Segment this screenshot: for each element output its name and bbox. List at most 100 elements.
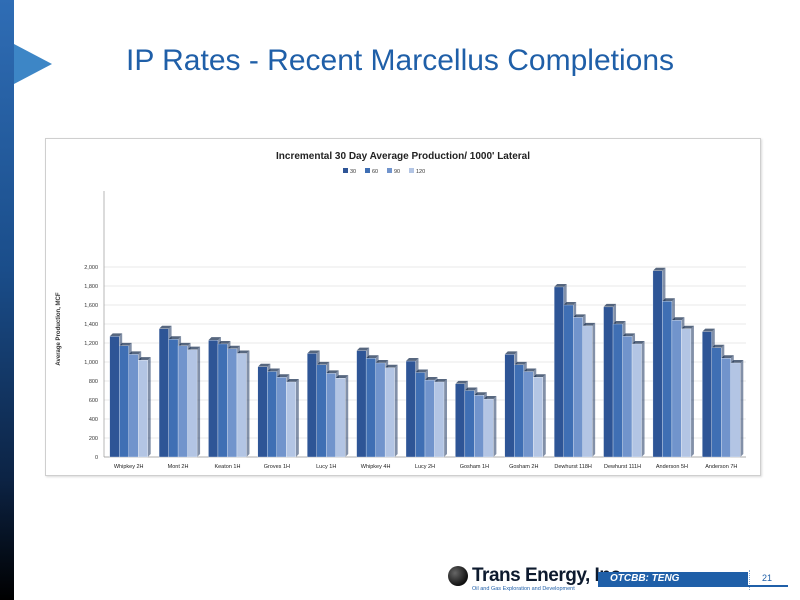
legend-swatch-120 bbox=[409, 168, 414, 173]
bar-120-0 bbox=[138, 359, 148, 458]
y-tick-label: 600 bbox=[89, 398, 98, 404]
bar-side bbox=[345, 375, 349, 457]
bar-top bbox=[236, 350, 250, 354]
bar-side bbox=[246, 350, 250, 457]
legend-swatch-60 bbox=[365, 168, 370, 173]
bar-top bbox=[464, 387, 478, 391]
bar-top bbox=[563, 302, 577, 305]
bar-90-1 bbox=[177, 345, 188, 458]
bar-90-7 bbox=[474, 395, 485, 458]
x-tick-label: Dewhurst 111H bbox=[604, 464, 641, 470]
bar-120-6 bbox=[434, 381, 445, 458]
bar-60-9 bbox=[563, 304, 574, 458]
bar-top bbox=[474, 392, 487, 396]
bar-90-9 bbox=[573, 317, 583, 458]
bar-30-10 bbox=[603, 306, 614, 458]
company-tagline: Oil and Gas Exploration and Development bbox=[472, 586, 575, 592]
bar-120-5 bbox=[384, 367, 395, 458]
bar-60-5 bbox=[365, 358, 376, 458]
bar-top bbox=[187, 346, 201, 350]
chart-bars bbox=[109, 267, 744, 458]
bar-top bbox=[257, 363, 271, 367]
bar-top bbox=[335, 375, 349, 379]
bar-side bbox=[444, 378, 447, 457]
x-tick-label: Whipkey 4H bbox=[361, 464, 391, 470]
bar-30-9 bbox=[554, 286, 564, 458]
bar-60-3 bbox=[267, 371, 277, 458]
bar-side bbox=[394, 364, 398, 457]
bar-120-7 bbox=[483, 398, 494, 458]
legend-label-60: 60 bbox=[372, 169, 378, 175]
bar-60-1 bbox=[168, 339, 179, 458]
bar-top bbox=[455, 380, 468, 384]
ticker-badge: OTCBB: TENG bbox=[598, 572, 748, 586]
page-divider bbox=[749, 570, 750, 590]
bar-top bbox=[582, 322, 596, 326]
legend-label-30: 30 bbox=[350, 169, 356, 175]
bar-top bbox=[652, 267, 666, 271]
page-number: 21 bbox=[761, 573, 772, 583]
bar-top bbox=[622, 333, 636, 337]
bar-30-2 bbox=[208, 339, 219, 458]
bar-90-0 bbox=[128, 354, 139, 458]
bar-top bbox=[316, 361, 330, 365]
bar-30-1 bbox=[158, 328, 169, 458]
bar-top bbox=[159, 325, 172, 329]
bar-90-4 bbox=[326, 373, 336, 458]
bar-90-12 bbox=[721, 358, 731, 458]
y-tick-label: 1,000 bbox=[84, 360, 98, 366]
x-tick-label: Gosham 2H bbox=[509, 464, 538, 470]
y-tick-label: 1,600 bbox=[84, 303, 98, 309]
bar-60-2 bbox=[217, 343, 228, 458]
bar-top bbox=[178, 342, 191, 346]
bar-side bbox=[740, 359, 744, 457]
x-tick-label: Groves 1H bbox=[264, 464, 290, 470]
bar-90-8 bbox=[523, 371, 534, 458]
bar-top bbox=[662, 298, 675, 302]
bar-60-6 bbox=[415, 372, 426, 458]
bar-120-2 bbox=[236, 353, 247, 458]
bar-top bbox=[554, 283, 567, 287]
bar-side bbox=[493, 396, 497, 457]
legend-swatch-90 bbox=[387, 168, 392, 173]
bar-side bbox=[542, 374, 546, 457]
bar-30-4 bbox=[307, 353, 317, 458]
legend-swatch-30 bbox=[343, 168, 348, 173]
bar-top bbox=[128, 351, 142, 355]
bar-120-3 bbox=[286, 381, 296, 458]
y-tick-label: 1,400 bbox=[84, 322, 98, 328]
bar-90-11 bbox=[671, 320, 682, 458]
x-tick-label: Dewhurst 118H bbox=[554, 464, 592, 470]
bar-top bbox=[119, 342, 132, 346]
bar-120-12 bbox=[730, 362, 741, 458]
slide-title: IP Rates - Recent Marcellus Completions bbox=[126, 44, 674, 77]
bar-60-4 bbox=[316, 364, 327, 458]
x-tick-label: Whipkey 2H bbox=[114, 464, 144, 470]
x-tick-label: Anderson 5H bbox=[656, 464, 688, 470]
bar-30-5 bbox=[356, 350, 367, 458]
bar-top bbox=[523, 368, 537, 372]
y-tick-label: 1,200 bbox=[84, 341, 98, 347]
x-tick-label: Gosham 1H bbox=[460, 464, 489, 470]
company-logo: Trans Energy, Inc. Oil and Gas Explorati… bbox=[448, 565, 626, 595]
bar-60-10 bbox=[612, 323, 623, 458]
y-tick-label: 400 bbox=[89, 417, 98, 423]
chart-legend: 30 60 90 120 bbox=[343, 168, 425, 175]
bar-60-11 bbox=[662, 301, 673, 458]
bar-60-0 bbox=[119, 345, 129, 458]
x-axis-labels: Whipkey 2H Mont 2H Keaton 1H Groves 1H Lucy … bbox=[114, 464, 738, 470]
bar-top bbox=[603, 303, 617, 307]
chart-title: Incremental 30 Day Average Production/ 1… bbox=[276, 151, 530, 162]
bar-top bbox=[671, 317, 685, 321]
bar-top bbox=[208, 337, 221, 341]
bar-top bbox=[326, 370, 339, 374]
bar-120-10 bbox=[631, 343, 642, 458]
bar-top bbox=[385, 364, 398, 368]
bar-top bbox=[681, 325, 694, 329]
x-tick-label: Mont 2H bbox=[168, 464, 189, 470]
bar-top bbox=[356, 347, 370, 351]
bar-top bbox=[483, 396, 497, 400]
bar-side bbox=[295, 378, 299, 457]
y-tick-label: 2,000 bbox=[84, 265, 98, 271]
bar-side bbox=[690, 325, 694, 457]
